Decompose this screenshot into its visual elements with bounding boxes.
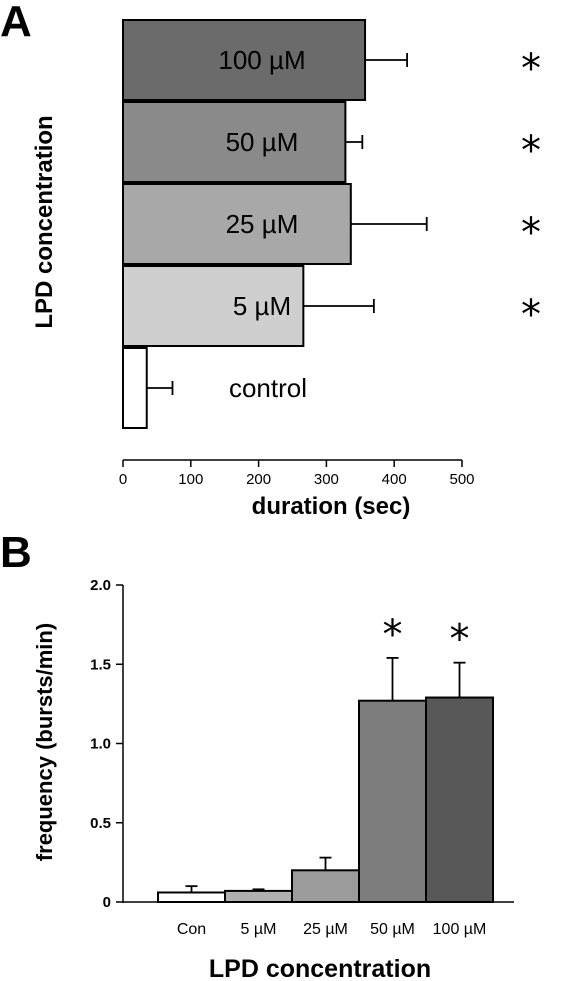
panel-b-bar <box>358 699 427 904</box>
panel-b-y-tick-label: 1.5 <box>90 656 111 673</box>
panel-b-significance-marker: * <box>383 612 403 658</box>
panel-b-y-tick-label: 0.5 <box>90 815 111 832</box>
panel-a-bar <box>122 347 148 429</box>
panel-a-significance-marker: * <box>521 46 541 92</box>
panel-a-x-tick-label: 500 <box>449 471 474 488</box>
panel-a-bar-label: 50 µM <box>226 127 299 157</box>
panel-b-category-label: 100 µM <box>433 921 487 938</box>
panel-b-y-tick-label: 1.0 <box>90 736 111 753</box>
panel-b-letter: B <box>0 528 32 577</box>
panel-a-bar <box>122 101 347 183</box>
panel-a-bar-label: 100 µM <box>218 45 305 75</box>
panel-b-bar <box>425 696 494 903</box>
panel-b-category-label: 25 µM <box>303 921 348 938</box>
panel-b-y-tick-label: 2.0 <box>90 577 111 594</box>
panel-a-bar-label: 5 µM <box>233 291 291 321</box>
panel-b-bar <box>224 889 293 904</box>
panel-a-letter: A <box>0 0 32 46</box>
panel-b-y-axis: 0 0.5 1.0 1.5 2.0 <box>90 577 124 911</box>
panel-a-bars: 100 µM * 50 µM * 25 µM * 5 µM * control <box>122 19 541 429</box>
panel-a-y-axis-title: LPD concentration <box>31 115 58 328</box>
panel-b-bar <box>291 869 360 903</box>
panel-b-category-label: 50 µM <box>370 921 415 938</box>
panel-a-x-tick-label: 200 <box>246 471 271 488</box>
panel-a-x-tick-label: 300 <box>314 471 339 488</box>
panel-a-x-axis-title: duration (sec) <box>252 493 411 520</box>
panel-b-category-label: 5 µM <box>241 921 277 938</box>
panel-a-bar-label: control <box>229 373 307 403</box>
panel-a-x-tick-label: 100 <box>178 471 203 488</box>
panel-b-bar <box>157 891 226 903</box>
panel-a-significance-marker: * <box>521 210 541 256</box>
panel-a-bar <box>122 19 367 101</box>
panel-b-category-label: Con <box>177 921 206 938</box>
panel-a-significance-marker: * <box>521 128 541 174</box>
panel-a-x-tick-label: 400 <box>382 471 407 488</box>
panel-b-x-axis-title: LPD concentration <box>209 955 431 981</box>
panel-a-bar <box>122 265 305 347</box>
panel-a-bar-label: 25 µM <box>226 209 299 239</box>
panel-a-x-tick-label: 0 <box>119 471 127 488</box>
panel-a-x-axis: 0 100 200 300 400 500 <box>119 459 475 488</box>
panel-a-significance-marker: * <box>521 292 541 338</box>
panel-b-y-axis-title: frequency (bursts/min) <box>32 623 57 861</box>
panel-b-significance-marker: * <box>450 617 470 663</box>
panel-b-y-tick-label: 0 <box>103 894 111 911</box>
panel-a-bar <box>122 183 352 265</box>
panel-b-bars: Con 5 µM 25 µM 50 µM * 100 µM * <box>123 612 514 938</box>
